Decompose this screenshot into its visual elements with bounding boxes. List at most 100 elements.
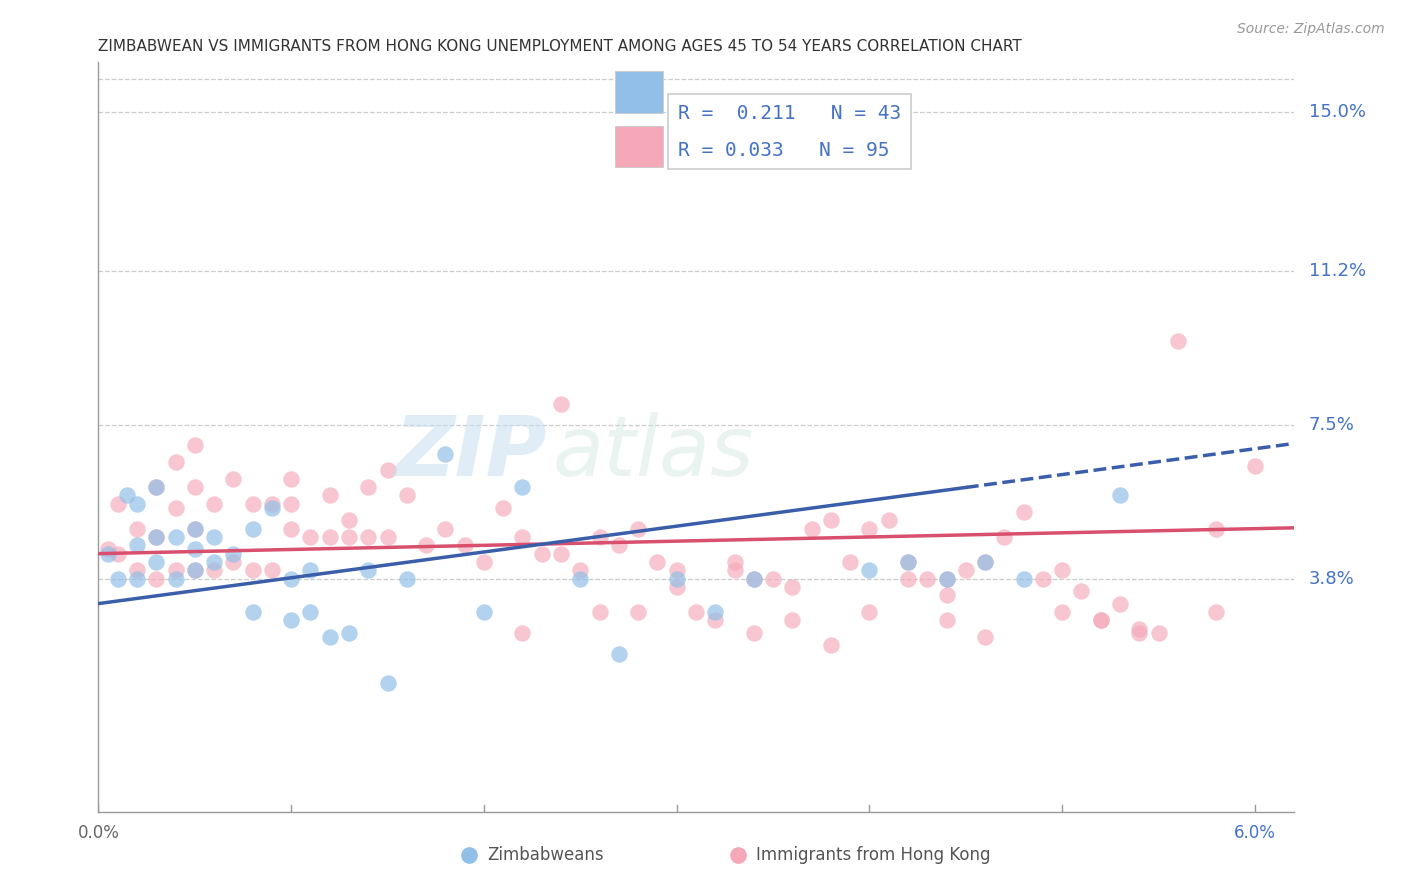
Point [935, 572, 957, 586]
Point [184, 563, 207, 577]
Point [377, 675, 399, 690]
Point [627, 522, 650, 536]
Point [685, 605, 707, 619]
Text: 15.0%: 15.0% [1309, 103, 1367, 121]
Point [97, 547, 120, 561]
Text: 0.0%: 0.0% [77, 824, 120, 842]
Point [472, 605, 495, 619]
Point [395, 488, 418, 502]
Point [858, 522, 880, 536]
Point [1109, 488, 1132, 502]
Point [877, 513, 900, 527]
Point [202, 530, 225, 544]
Point [280, 472, 302, 486]
Point [165, 572, 187, 586]
Point [357, 563, 380, 577]
Point [1090, 613, 1112, 627]
Point [704, 605, 727, 619]
Point [800, 522, 823, 536]
Point [125, 497, 148, 511]
Point [242, 497, 264, 511]
Point [202, 555, 225, 569]
Point [377, 530, 399, 544]
Point [337, 625, 360, 640]
Point [512, 530, 534, 544]
Point [319, 630, 342, 644]
Point [917, 572, 939, 586]
Point [974, 555, 997, 569]
Point [550, 397, 572, 411]
Text: ZIP: ZIP [394, 411, 547, 492]
FancyBboxPatch shape [614, 71, 662, 112]
Point [280, 497, 302, 511]
Point [337, 513, 360, 527]
Point [935, 588, 957, 602]
Point [588, 530, 610, 544]
Point [492, 500, 515, 515]
Point [1205, 522, 1227, 536]
Point [858, 605, 880, 619]
Point [647, 555, 669, 569]
FancyBboxPatch shape [614, 126, 662, 168]
Point [222, 472, 245, 486]
Point [742, 625, 765, 640]
Point [165, 455, 187, 469]
Point [145, 480, 167, 494]
Point [742, 572, 765, 586]
Point [1070, 584, 1092, 599]
Point [202, 497, 225, 511]
Point [1205, 605, 1227, 619]
Point [993, 530, 1015, 544]
Text: R =  0.211   N = 43
R = 0.033   N = 95: R = 0.211 N = 43 R = 0.033 N = 95 [678, 103, 901, 160]
Point [530, 547, 553, 561]
Point [222, 547, 245, 561]
Point [97, 542, 120, 557]
Text: Immigrants from Hong Kong: Immigrants from Hong Kong [756, 847, 990, 864]
Point [395, 572, 418, 586]
Point [165, 563, 187, 577]
Point [569, 572, 592, 586]
Point [607, 538, 630, 552]
Text: 3.8%: 3.8% [1309, 570, 1355, 588]
Text: ZIMBABWEAN VS IMMIGRANTS FROM HONG KONG UNEMPLOYMENT AMONG AGES 45 TO 54 YEARS C: ZIMBABWEAN VS IMMIGRANTS FROM HONG KONG … [98, 39, 1022, 54]
Point [607, 647, 630, 661]
Point [145, 555, 167, 569]
Point [299, 605, 322, 619]
Point [665, 572, 688, 586]
Point [955, 563, 977, 577]
Point [935, 613, 957, 627]
Point [839, 555, 862, 569]
Point [357, 480, 380, 494]
Point [107, 497, 129, 511]
Point [434, 522, 457, 536]
Point [974, 555, 997, 569]
Point [319, 488, 342, 502]
Point [145, 530, 167, 544]
Point [665, 580, 688, 594]
Point [723, 555, 745, 569]
Point [184, 542, 207, 557]
Point [1050, 605, 1073, 619]
Point [742, 572, 765, 586]
Point [377, 463, 399, 477]
Point [299, 530, 322, 544]
Point [184, 480, 207, 494]
Point [550, 547, 572, 561]
Point [1012, 572, 1035, 586]
Point [1147, 625, 1170, 640]
Point [453, 538, 475, 552]
Point [897, 572, 920, 586]
Point [1012, 505, 1035, 519]
Point [125, 522, 148, 536]
Point [125, 572, 148, 586]
Point [242, 522, 264, 536]
Point [202, 563, 225, 577]
Point [820, 638, 842, 652]
Point [357, 530, 380, 544]
Point [762, 572, 785, 586]
Text: Source: ZipAtlas.com: Source: ZipAtlas.com [1237, 22, 1385, 37]
Point [280, 522, 302, 536]
Point [280, 572, 302, 586]
Point [512, 480, 534, 494]
Point [472, 555, 495, 569]
